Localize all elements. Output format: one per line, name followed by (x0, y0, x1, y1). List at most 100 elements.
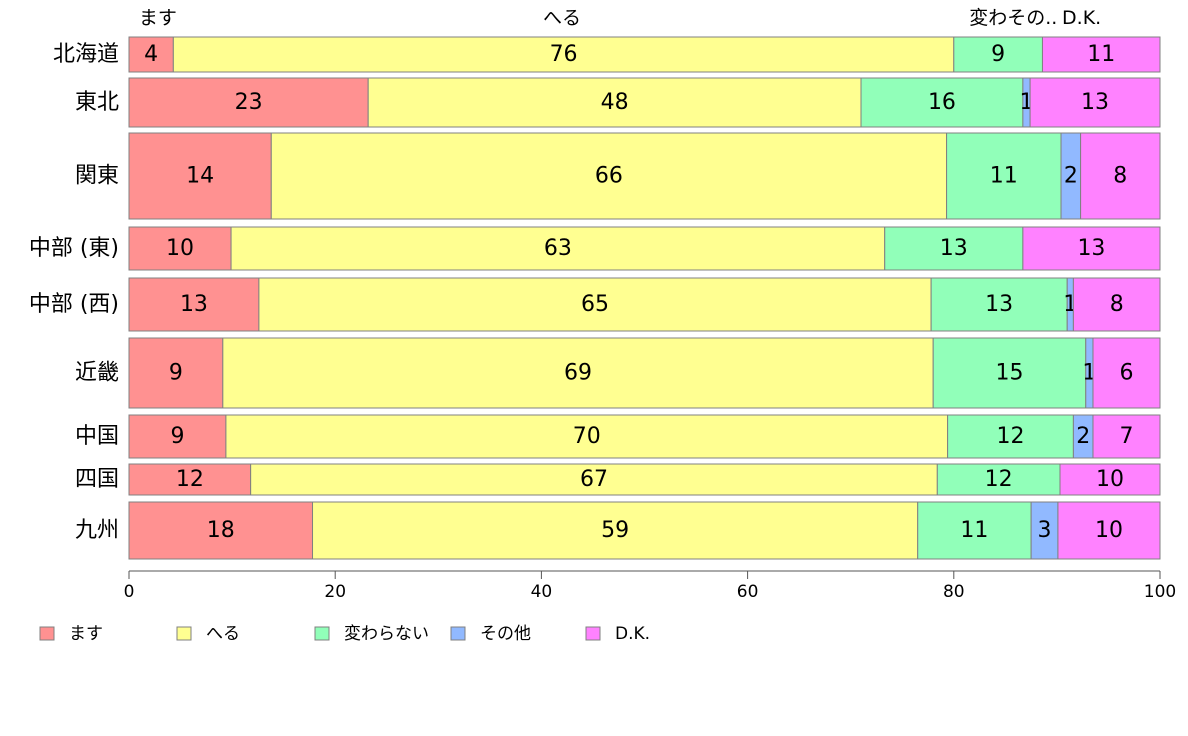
legend-label: D.K. (615, 624, 650, 644)
category-label: 中部 (西) (29, 292, 119, 317)
bar-segment (222, 337, 934, 409)
data-label: 2 (1076, 424, 1090, 449)
x-tick-label: 80 (943, 582, 965, 602)
top-series-labels: ます へる 変わその.. D.K. (139, 7, 1101, 29)
data-label: 9 (170, 424, 184, 449)
category-label: 中国 (75, 424, 119, 449)
bar-segment (250, 463, 938, 496)
bar-segment (225, 414, 949, 459)
legend: ます へる 変わらない その他 D.K. (39, 624, 650, 644)
data-label: 6 (1119, 361, 1133, 386)
bar-segment (128, 414, 227, 459)
data-label: 70 (573, 424, 601, 449)
top-series-label: へる (543, 7, 581, 29)
bar-segment (230, 226, 886, 271)
category-label: 東北 (75, 90, 119, 115)
category-label: 四国 (75, 467, 119, 492)
bar-segment (1092, 337, 1161, 409)
data-label: 11 (990, 164, 1018, 189)
legend-item: 変わらない (314, 624, 429, 644)
bar-row: 18 59 11 3 10 (128, 501, 1161, 560)
data-label: 16 (928, 90, 956, 115)
data-label: 13 (1077, 236, 1105, 261)
bar-segment (1041, 36, 1161, 73)
legend-swatch (450, 626, 466, 641)
bar-segment (367, 77, 862, 128)
legend-label: 変わらない (344, 624, 429, 644)
data-label: 7 (1119, 424, 1133, 449)
bar-row: 23 48 16 1 13 (128, 77, 1161, 128)
data-label: 4 (144, 42, 158, 67)
x-axis: 0 20 40 60 80 100 (124, 570, 1176, 602)
bar-segment (172, 36, 955, 73)
x-tick-label: 100 (1144, 582, 1176, 602)
data-label: 9 (169, 361, 183, 386)
bar-segment (1057, 501, 1161, 560)
legend-swatch (314, 626, 330, 641)
data-label: 63 (544, 236, 572, 261)
legend-item: ます (39, 624, 103, 644)
bar-segment (128, 337, 224, 409)
category-label: 九州 (75, 518, 119, 543)
top-series-label: D.K. (1062, 7, 1101, 29)
data-label: 69 (564, 361, 592, 386)
legend-swatch (39, 626, 55, 641)
data-label: 8 (1110, 292, 1124, 317)
bar-segment (128, 501, 314, 560)
bar-segment (1072, 277, 1161, 332)
bar-row: 4 76 9 11 (128, 36, 1161, 73)
bar-segment (1030, 501, 1059, 560)
top-series-label: 変わその.. (969, 7, 1057, 29)
bar-segment (1059, 463, 1161, 496)
data-label: 11 (960, 518, 988, 543)
data-label: 48 (601, 90, 629, 115)
data-label: 12 (997, 424, 1025, 449)
data-label: 3 (1038, 518, 1052, 543)
x-tick-label: 20 (324, 582, 346, 602)
legend-item: へる (176, 624, 240, 644)
bar-segment (128, 36, 174, 73)
legend-item: D.K. (585, 624, 650, 644)
data-label: 23 (235, 90, 263, 115)
bar-row: 9 69 15 1 6 (128, 337, 1161, 409)
category-label: 関東 (75, 164, 119, 189)
data-label: 59 (601, 518, 629, 543)
data-label: 10 (1095, 518, 1123, 543)
x-tick-label: 0 (124, 582, 135, 602)
data-label: 11 (1087, 42, 1115, 67)
legend-label: へる (206, 624, 240, 644)
data-label: 10 (1096, 467, 1124, 492)
data-label: 9 (991, 42, 1005, 67)
data-label: 13 (1081, 90, 1109, 115)
legend-label: その他 (480, 624, 531, 644)
bar-segment (128, 226, 232, 271)
bar-segment (128, 132, 272, 220)
data-label: 18 (207, 518, 235, 543)
bar-row: 9 70 12 2 7 (128, 414, 1161, 459)
bar-row: 12 67 12 10 (128, 463, 1161, 496)
bar-segment (1029, 77, 1161, 128)
data-label: 67 (580, 467, 608, 492)
data-label: 12 (176, 467, 204, 492)
bar-segment (270, 132, 948, 220)
top-series-label: ます (139, 7, 177, 29)
data-label: 66 (595, 164, 623, 189)
data-label: 13 (985, 292, 1013, 317)
legend-item: その他 (450, 624, 531, 644)
bar-segment (128, 77, 369, 128)
bar-segment (860, 77, 1024, 128)
data-label: 76 (550, 42, 578, 67)
x-tick-label: 60 (737, 582, 759, 602)
data-label: 10 (166, 236, 194, 261)
data-label: 14 (186, 164, 214, 189)
legend-label: ます (69, 624, 103, 644)
bar-segment (128, 277, 260, 332)
category-label: 中部 (東) (29, 236, 119, 261)
bar-segment (1092, 414, 1161, 459)
x-tick-label: 40 (531, 582, 553, 602)
bar-segment (930, 277, 1068, 332)
category-label: 北海道 (53, 42, 119, 67)
